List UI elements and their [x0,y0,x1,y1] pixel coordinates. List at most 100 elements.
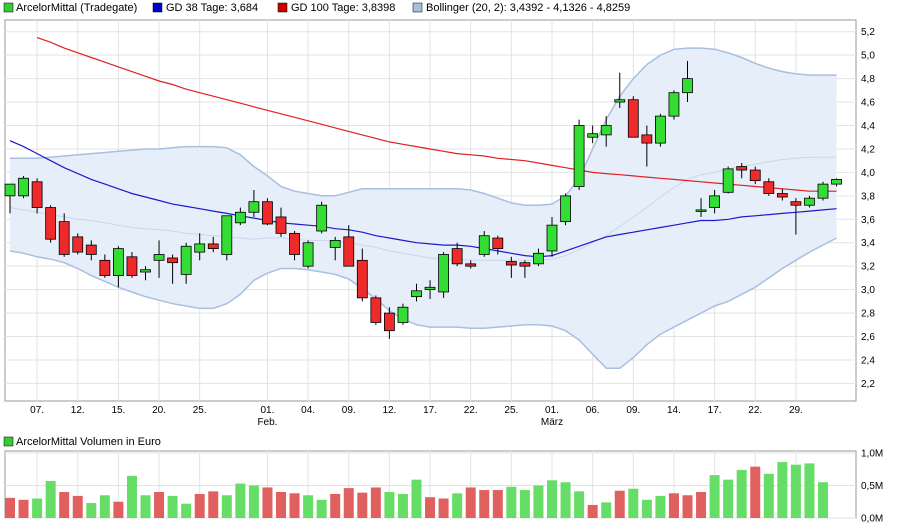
volume-bar [479,490,490,518]
candle [600,116,612,147]
candle [194,233,206,261]
candle-body [356,259,368,299]
candle [58,213,70,257]
candle [85,240,97,261]
candle [207,236,219,253]
candle-body [85,244,97,255]
gd100-line [36,37,837,192]
candle [641,125,653,167]
volume-bar [235,483,246,518]
candle-body [289,232,300,255]
volume-bar [587,505,598,518]
candle [31,178,43,214]
volume-bar [276,492,286,518]
x-tick-label: 15. [111,405,125,416]
legend-label-bollinger: Bollinger (20, 2): 3,4392 - 4,1326 - 4,8… [426,2,630,14]
volume-bar [438,498,449,518]
x-tick-label: 25. [193,405,207,416]
volume-bar [519,490,530,518]
candle-body [126,256,138,276]
y-tick-label: 2,2 [861,379,875,390]
volume-y-tick-label: 0,5M [861,481,883,492]
y-tick-label: 4,8 [861,74,875,85]
candle [763,178,775,196]
candle-body [804,197,815,206]
candle [831,178,842,187]
candle [438,252,450,298]
candle-body [451,248,463,265]
volume-bar [262,487,273,518]
volume-bar [32,498,43,518]
candle [221,215,233,261]
candle-body [302,242,314,267]
candle [560,193,571,226]
candle-body [194,243,206,253]
candle [790,198,802,235]
volume-bar [86,503,97,518]
candle-body [790,201,802,206]
candle-body [72,236,84,253]
candle-body [709,195,720,208]
volume-bar [221,495,232,518]
bollinger-lower-line [9,237,837,369]
candle [167,254,179,284]
candle-body [465,263,477,267]
candle-body [560,195,571,223]
volume-bar [492,490,503,518]
candle-body [749,169,761,182]
volume-bar [614,490,625,518]
x-tick-sublabel: März [541,417,563,428]
volume-bar [655,495,666,518]
volume-bars [5,462,828,518]
candle-body [776,193,788,198]
y-tick-label: 5,0 [861,51,875,62]
candle-body [668,92,680,117]
candle [505,256,517,278]
candle [519,260,531,278]
y-tick-label: 3,4 [861,238,875,249]
candle [140,266,151,281]
x-tick-sublabel: Feb. [257,417,277,428]
candle [709,189,720,214]
candle [478,231,490,257]
candle [99,254,111,278]
candle-body [641,134,653,144]
volume-bar [574,491,585,518]
volume-bar [601,502,612,518]
x-tick-label: 17. [708,405,722,416]
candle [627,96,639,138]
volume-bar [384,492,395,518]
x-tick-label: 01. [545,405,559,416]
candle [289,231,300,261]
candle [316,201,328,234]
candle [4,183,16,214]
candle-body [370,297,382,323]
candle-body [234,211,246,224]
candle-body [533,252,544,265]
volume-bar [533,485,544,518]
candle [465,260,477,269]
candle-body [221,215,233,255]
volume-bar [506,486,517,518]
legend-swatch-volume [3,436,14,447]
candle-body [587,133,599,138]
volume-bar [99,495,110,518]
volume-bar [736,469,747,518]
volume-bar [330,493,341,518]
candle [18,175,29,199]
candle-body [600,125,612,136]
candle-body [383,312,395,332]
legend-label-price: ArcelorMittal (Tradegate) [16,2,137,14]
volume-bar [628,488,639,518]
candle [451,242,463,267]
x-tick-label: 29. [789,405,803,416]
legend-swatch-bollinger [412,2,423,13]
volume-bar [411,479,422,518]
candle [126,252,138,278]
volume-bar [425,497,436,518]
candle [356,248,368,302]
volume-bar [709,475,720,518]
legend-label-volume: ArcelorMittal Volumen in Euro [16,436,161,448]
y-tick-label: 5,2 [861,27,875,38]
candle-body [411,290,422,298]
